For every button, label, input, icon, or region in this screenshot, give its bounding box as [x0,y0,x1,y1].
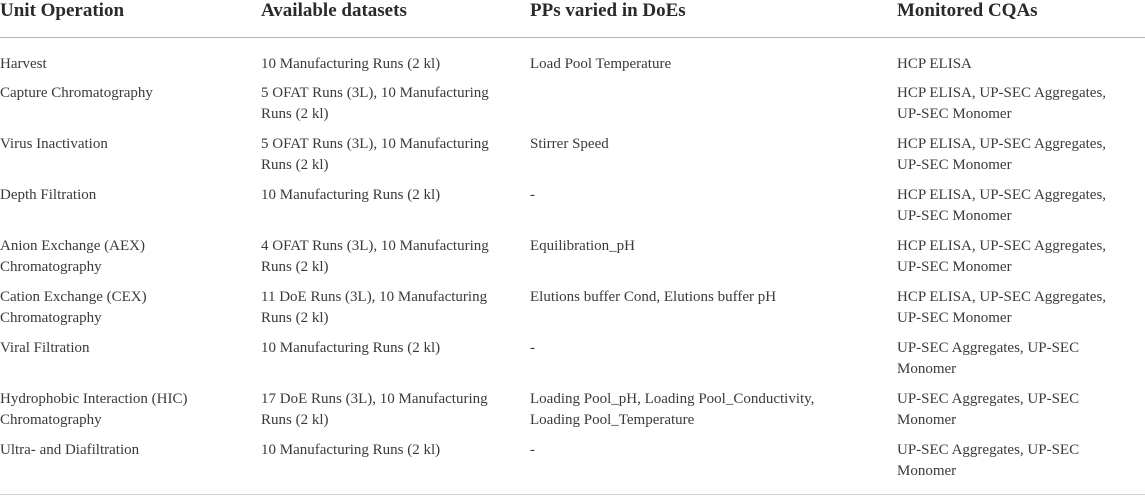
cell-unit: Virus Inactivation [0,136,108,152]
cell-unit: Viral Filtration [0,340,90,356]
cell-datasets: 10 Manufacturing Runs (2 kl) [261,340,441,356]
cell-pps: - [530,442,535,458]
cell-pps: - [530,340,535,356]
cell-pps: Loading Pool_pH, Loading Pool_Conductivi… [530,391,815,428]
cell-datasets: 10 Manufacturing Runs (2 kl) [261,56,441,72]
table-header: Unit Operation Available datasets PPs va… [0,0,1145,38]
cell-datasets: 11 DoE Runs (3L), 10 Manufacturing Runs … [261,289,488,326]
cell-cqas: HCP ELISA, UP-SEC Aggregates, UP-SEC Mon… [897,187,1107,224]
cell-datasets: 10 Manufacturing Runs (2 kl) [261,187,441,203]
header-unit-operation: Unit Operation [0,0,125,21]
cell-pps: - [530,187,535,203]
table-row: Virus Inactivation 5 OFAT Runs (3L), 10 … [0,134,1145,185]
cell-unit: Depth Filtration [0,187,97,203]
cell-datasets: 4 OFAT Runs (3L), 10 Manufacturing Runs … [261,238,489,275]
cell-datasets: 5 OFAT Runs (3L), 10 Manufacturing Runs … [261,136,489,173]
cell-cqas: UP-SEC Aggregates, UP-SEC Monomer [897,442,1080,479]
cell-datasets: 5 OFAT Runs (3L), 10 Manufacturing Runs … [261,85,489,122]
cell-pps: Stirrer Speed [530,136,609,152]
table-row: Capture Chromatography 5 OFAT Runs (3L),… [0,83,1145,134]
table-row: Viral Filtration 10 Manufacturing Runs (… [0,338,1145,389]
cell-unit: Anion Exchange (AEX) Chromatography [0,238,145,275]
table-body: Harvest 10 Manufacturing Runs (2 kl) Loa… [0,38,1145,491]
cell-cqas: UP-SEC Aggregates, UP-SEC Monomer [897,391,1080,428]
table-row: Cation Exchange (CEX) Chromatography 11 … [0,287,1145,338]
table-row: Anion Exchange (AEX) Chromatography 4 OF… [0,236,1145,287]
table-row: Depth Filtration 10 Manufacturing Runs (… [0,185,1145,236]
table-row: Hydrophobic Interaction (HIC) Chromatogr… [0,389,1145,440]
cell-datasets: 10 Manufacturing Runs (2 kl) [261,442,441,458]
cell-pps: Elutions buffer Cond, Elutions buffer pH [530,289,777,305]
cell-cqas: HCP ELISA, UP-SEC Aggregates, UP-SEC Mon… [897,85,1107,122]
header-available-datasets: Available datasets [261,0,407,21]
table-bottom-rule [0,494,1145,495]
cell-cqas: HCP ELISA, UP-SEC Aggregates, UP-SEC Mon… [897,289,1107,326]
cell-cqas: HCP ELISA, UP-SEC Aggregates, UP-SEC Mon… [897,238,1107,275]
cell-pps: Equilibration_pH [530,238,635,254]
cell-pps: Load Pool Temperature [530,56,672,72]
cell-datasets: 17 DoE Runs (3L), 10 Manufacturing Runs … [261,391,488,428]
table-row: Ultra- and Diafiltration 10 Manufacturin… [0,440,1145,491]
cell-unit: Cation Exchange (CEX) Chromatography [0,289,147,326]
cell-unit: Capture Chromatography [0,85,153,101]
header-pps-varied: PPs varied in DoEs [530,0,686,21]
header-monitored-cqas: Monitored CQAs [897,0,1038,21]
cell-cqas: UP-SEC Aggregates, UP-SEC Monomer [897,340,1080,377]
table-row: Harvest 10 Manufacturing Runs (2 kl) Loa… [0,54,1145,83]
cell-cqas: HCP ELISA, UP-SEC Aggregates, UP-SEC Mon… [897,136,1107,173]
cell-unit: Ultra- and Diafiltration [0,442,140,458]
cell-cqas: HCP ELISA [897,56,972,72]
cell-pps [530,83,897,134]
cell-unit: Harvest [0,56,47,72]
cell-unit: Hydrophobic Interaction (HIC) Chromatogr… [0,391,188,428]
